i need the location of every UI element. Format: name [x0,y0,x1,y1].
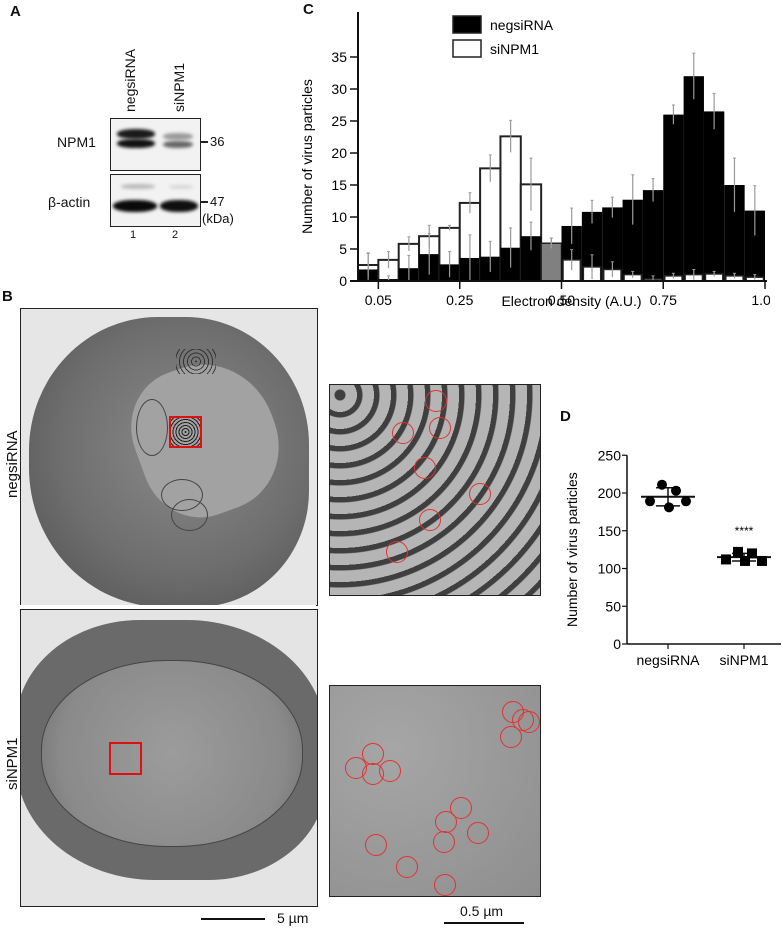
virus-particle-marker [392,422,414,444]
panel-b-label: B [2,288,13,305]
panel-a-label: A [10,3,21,20]
virus-particle-marker [433,831,455,853]
roi-box-negsirna [169,416,202,448]
y-tick-label: 25 [331,113,347,129]
em-divider [20,605,316,608]
x-tick-label: negsiRNA [636,652,700,668]
y-tick-label: 200 [598,485,622,501]
y-tick-label: 0 [339,273,347,289]
y-tick-label: 150 [598,523,622,539]
y-tick-label: 30 [331,81,347,97]
virus-particle-marker [469,483,491,505]
histogram-chart: 0 5 10 15 20 25 30 35 0.05 0.25 0.50 0.75 1.00 Electr… [299,12,770,309]
virus-particle-marker [386,541,408,563]
virus-particle-marker [419,509,441,531]
panel-d-label: D [560,408,571,425]
virus-particle-marker [512,709,534,731]
scale-label-5um: 5 µm [277,910,309,926]
histogram-bar-negsirna [520,236,542,281]
data-point [664,502,674,513]
y-tick-label: 50 [605,598,621,614]
legend-label: negsiRNA [490,17,554,33]
scatter-chart: 0 50 100 150 200 250 negsiRNA siNPM1 Number of v… [564,447,781,668]
data-point [721,554,731,565]
histogram-bar-negsirna [663,114,684,281]
lane-number-1: 1 [130,229,137,241]
protein-label-npm1: NPM1 [57,134,96,150]
marker-47: 47 [210,194,225,209]
lane-label-sinpm1: siNPM1 [171,62,187,112]
y-tick-label: 15 [331,177,347,193]
data-point [645,496,655,507]
x-tick-label: 0.75 [650,292,677,308]
y-tick-label: 20 [331,145,347,161]
western-blot-npm1 [110,118,201,171]
em-zoom-negsirna [329,384,541,596]
y-tick-label: 250 [598,447,622,463]
virus-particle-marker [414,457,436,479]
y-tick-label: 0 [613,636,621,652]
y-tick-label: 100 [598,561,622,577]
histogram-bar-negsirna [581,211,603,281]
data-point [733,546,743,557]
data-point [671,485,681,496]
virus-particle-marker [365,834,387,856]
roi-box-sinpm1 [109,742,142,775]
legend-swatch [452,39,482,58]
marker-36: 36 [210,134,225,149]
x-tick-label: 0.25 [446,292,473,308]
virus-particle-marker [379,760,401,782]
y-axis-label: Number of virus particles [564,472,580,627]
data-point [740,555,750,566]
histogram-bar-negsirna [622,199,643,281]
data-point [747,548,757,559]
row-label-negsirna: negsiRNA [4,430,21,498]
marker-tick-47 [200,201,208,203]
row-label-sinpm1: siNPM1 [4,737,21,790]
y-axis-label: Number of virus particles [299,79,315,234]
x-tick-label: 0.05 [365,292,392,308]
scale-label-05um: 0.5 µm [460,903,504,919]
y-tick-label: 5 [339,241,347,257]
panel-c-label: C [303,1,314,18]
virus-particle-marker [396,856,418,878]
scale-bar-05um [444,922,524,924]
x-tick-label: siNPM1 [719,652,768,668]
histogram-bar-negsirna [642,190,664,281]
marker-tick-36 [200,141,208,143]
x-tick-label: 0.50 [548,292,575,308]
histogram-bar-negsirna [602,207,623,281]
lane-number-2: 2 [172,229,179,241]
marker-unit: (kDa) [202,211,234,226]
em-overview-negsirna [20,308,318,606]
significance-stars: **** [735,524,754,538]
virus-particle-marker [429,417,451,439]
legend-label: siNPM1 [490,41,539,57]
x-tick-label: 1.00 [751,292,770,308]
virus-particle-marker [425,390,447,412]
histogram-bar-negsirna [744,210,765,281]
lane-label-negsirna: negsiRNA [122,48,138,112]
histogram-bar-negsirna [683,76,704,281]
data-point [681,496,691,507]
virus-particle-marker [500,726,522,748]
data-point [757,555,767,566]
y-tick-label: 35 [331,49,347,65]
histogram-bar-overlap [540,242,563,282]
data-point [657,479,667,490]
legend-swatch [452,15,482,34]
em-overview-sinpm1 [20,609,318,907]
protein-label-beta-actin: β-actin [48,194,91,210]
virus-particle-marker [467,822,489,844]
histogram-bar-negsirna [724,185,745,281]
western-blot-beta-actin [110,174,201,227]
y-tick-label: 10 [331,209,347,225]
scale-bar-5um [201,918,265,920]
em-zoom-sinpm1 [329,685,541,897]
virus-particle-marker [434,874,456,896]
x-axis-label: Electron density (A.U.) [501,293,641,309]
virus-particle-marker [450,797,472,819]
virus-particle-marker [435,811,457,833]
histogram-bar-negsirna [703,111,725,282]
